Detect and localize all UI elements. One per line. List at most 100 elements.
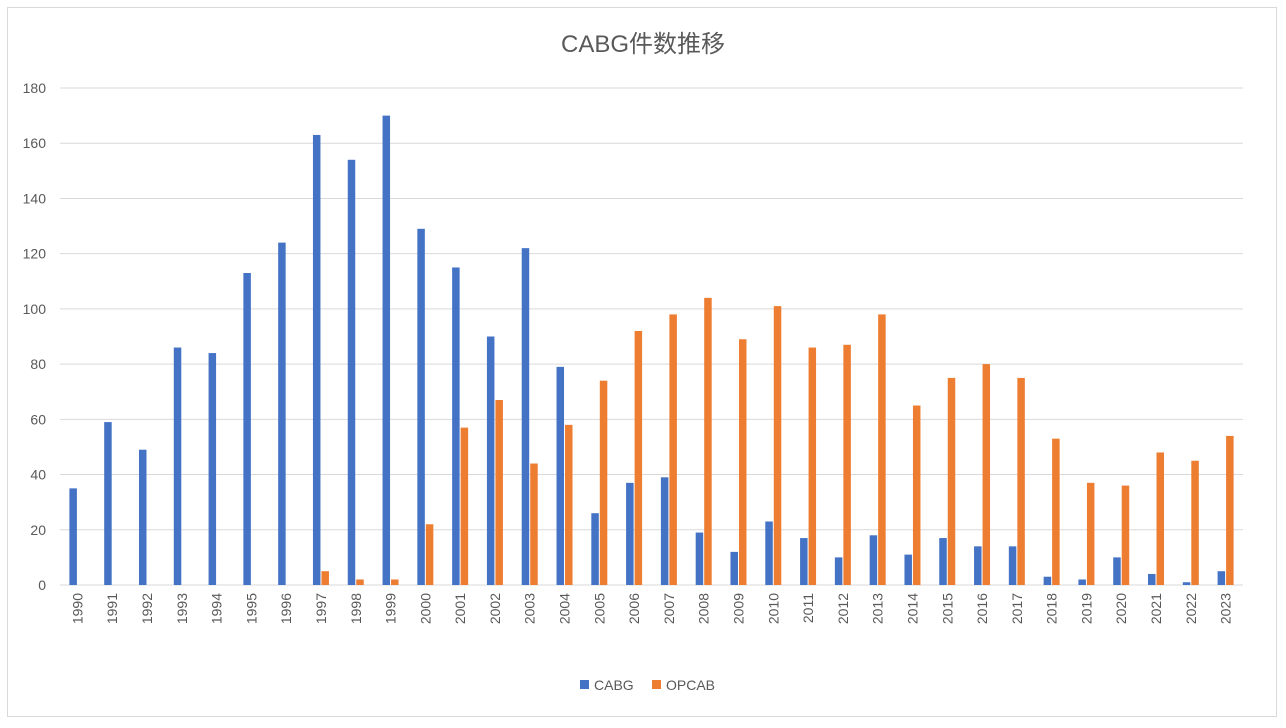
bar-cabg-2012 bbox=[834, 557, 843, 585]
bar-cabg-2010 bbox=[765, 521, 773, 585]
bar-cabg-2019 bbox=[1078, 579, 1086, 585]
y-tick-label: 0 bbox=[38, 577, 46, 593]
x-tick-label: 1992 bbox=[139, 593, 155, 624]
x-tick-label: 2004 bbox=[557, 593, 573, 624]
x-tick-label: 1994 bbox=[209, 593, 225, 624]
x-tick-label: 2011 bbox=[800, 593, 816, 623]
bar-opcab-2021 bbox=[1156, 452, 1165, 585]
bar-opcab-2013 bbox=[878, 314, 886, 585]
y-tick-label: 100 bbox=[23, 301, 47, 317]
bar-opcab-2005 bbox=[599, 380, 608, 585]
bar-opcab-2003 bbox=[530, 463, 538, 585]
x-tick-label: 1993 bbox=[174, 593, 190, 624]
x-tick-label: 2014 bbox=[904, 593, 920, 624]
bar-cabg-2004 bbox=[556, 366, 565, 585]
y-tick-label: 80 bbox=[30, 356, 46, 372]
x-tick-label: 2023 bbox=[1218, 593, 1234, 624]
x-tick-label: 2008 bbox=[696, 593, 712, 624]
bar-cabg-2016 bbox=[974, 546, 982, 585]
bar-cabg-2017 bbox=[1008, 546, 1017, 585]
y-tick-label: 140 bbox=[23, 190, 47, 206]
x-tick-label: 2002 bbox=[487, 593, 503, 624]
y-tick-label: 60 bbox=[30, 411, 46, 427]
x-tick-label: 2007 bbox=[661, 593, 677, 624]
y-tick-label: 180 bbox=[23, 80, 47, 96]
x-tick-label: 1995 bbox=[243, 593, 259, 624]
bars bbox=[69, 115, 1234, 586]
x-tick-label: 2000 bbox=[417, 593, 433, 624]
y-tick-label: 40 bbox=[30, 467, 46, 483]
x-tick-label: 2013 bbox=[870, 593, 886, 624]
bar-opcab-1999 bbox=[391, 579, 399, 585]
gridlines bbox=[60, 87, 1243, 586]
bar-cabg-2018 bbox=[1043, 576, 1052, 585]
bar-cabg-1997 bbox=[312, 134, 321, 585]
x-tick-label: 1991 bbox=[104, 593, 120, 624]
bar-cabg-2001 bbox=[452, 267, 460, 585]
bar-opcab-2016 bbox=[982, 364, 991, 585]
x-tick-label: 2022 bbox=[1183, 593, 1199, 624]
x-tick-label: 1990 bbox=[69, 593, 85, 624]
bar-opcab-2019 bbox=[1086, 482, 1095, 585]
bar-opcab-2010 bbox=[773, 306, 782, 585]
x-axis-tick-labels: 1990 1991 1992 1993 1994 1995 1996 1997 1998 1999… bbox=[69, 593, 1233, 624]
bar-cabg-2000 bbox=[417, 228, 425, 586]
bar-cabg-2023 bbox=[1217, 571, 1226, 585]
bar-opcab-2023 bbox=[1226, 435, 1234, 585]
bar-opcab-2018 bbox=[1052, 438, 1060, 585]
bar-opcab-2008 bbox=[704, 297, 712, 585]
bar-cabg-2015 bbox=[939, 538, 947, 585]
bar-opcab-1998 bbox=[356, 579, 364, 585]
bar-cabg-2021 bbox=[1148, 573, 1156, 585]
x-tick-label: 2012 bbox=[835, 593, 851, 624]
bar-cabg-2020 bbox=[1113, 557, 1121, 585]
x-tick-label: 1996 bbox=[278, 593, 294, 624]
legend-swatch-opcab bbox=[652, 680, 661, 689]
bar-cabg-2014 bbox=[904, 554, 912, 585]
bar-cabg-2005 bbox=[591, 513, 599, 585]
x-tick-label: 2017 bbox=[1009, 593, 1025, 624]
bar-opcab-2012 bbox=[843, 344, 851, 585]
y-tick-label: 120 bbox=[23, 246, 47, 262]
bar-cabg-2013 bbox=[869, 535, 878, 585]
legend: CABG OPCAB bbox=[580, 677, 715, 693]
bar-cabg-2003 bbox=[521, 248, 530, 585]
x-tick-label: 1997 bbox=[313, 593, 329, 624]
x-tick-label: 2001 bbox=[452, 593, 468, 624]
x-tick-label: 2019 bbox=[1078, 593, 1094, 624]
y-tick-label: 160 bbox=[23, 135, 47, 151]
x-tick-label: 2020 bbox=[1113, 593, 1129, 624]
x-tick-label: 2009 bbox=[730, 593, 746, 624]
x-tick-label: 2016 bbox=[974, 593, 990, 624]
x-tick-label: 1998 bbox=[348, 593, 364, 624]
bar-cabg-2009 bbox=[730, 551, 738, 585]
bar-cabg-1999 bbox=[382, 115, 391, 585]
legend-label-opcab: OPCAB bbox=[666, 677, 715, 693]
x-tick-label: 2005 bbox=[591, 593, 607, 624]
bar-cabg-2011 bbox=[800, 538, 808, 585]
bar-cabg-2002 bbox=[486, 336, 495, 585]
bar-cabg-1995 bbox=[243, 272, 251, 585]
bar-opcab-2014 bbox=[912, 405, 921, 585]
bar-opcab-2007 bbox=[669, 314, 677, 585]
x-tick-label: 2021 bbox=[1148, 593, 1164, 624]
x-tick-label: 2010 bbox=[765, 593, 781, 624]
bar-opcab-2002 bbox=[495, 400, 503, 585]
x-tick-label: 2003 bbox=[522, 593, 538, 624]
x-tick-label: 2006 bbox=[626, 593, 642, 624]
y-tick-label: 20 bbox=[30, 522, 46, 538]
bar-cabg-2008 bbox=[695, 532, 704, 585]
bar-opcab-1997 bbox=[321, 571, 329, 585]
x-tick-label: 2015 bbox=[939, 593, 955, 624]
bar-cabg-1996 bbox=[278, 242, 286, 585]
bar-opcab-2000 bbox=[425, 524, 434, 585]
chart-frame: CABG件数推移 0 20 40 60 80 100 120 140 160 180 1990 19… bbox=[7, 7, 1277, 717]
bar-opcab-2017 bbox=[1017, 377, 1025, 585]
bar-opcab-2006 bbox=[634, 330, 643, 585]
bar-opcab-2001 bbox=[460, 427, 469, 585]
bar-cabg-1994 bbox=[208, 353, 217, 585]
x-tick-label: 1999 bbox=[383, 593, 399, 624]
bar-opcab-2015 bbox=[947, 377, 956, 585]
bar-opcab-2022 bbox=[1191, 460, 1199, 585]
